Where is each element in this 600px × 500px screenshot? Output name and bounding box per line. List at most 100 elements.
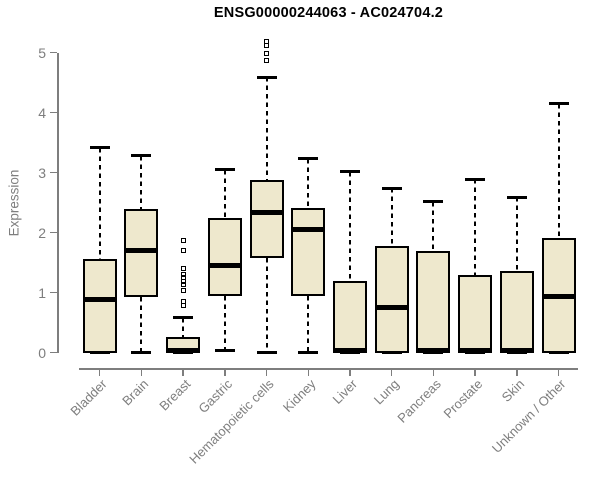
median-lung bbox=[374, 305, 409, 311]
x-axis-tick bbox=[474, 369, 476, 376]
x-tick-label-text: Skin bbox=[498, 376, 527, 405]
x-axis-tick bbox=[98, 369, 101, 376]
whisker-cap-upper-gastric bbox=[214, 168, 235, 172]
y-axis-line bbox=[57, 52, 59, 353]
y-axis-tick bbox=[50, 231, 57, 234]
y-axis-tick bbox=[50, 51, 57, 54]
outlier-marker-breast bbox=[180, 265, 186, 271]
x-axis-tick bbox=[224, 369, 226, 376]
whisker-lower-brain bbox=[140, 296, 143, 353]
outlier-marker-breast bbox=[180, 272, 186, 278]
x-axis-tick bbox=[265, 369, 268, 376]
outlier-marker-breast bbox=[180, 248, 186, 254]
median-liver bbox=[333, 348, 368, 354]
box-hematopoietic-cells bbox=[249, 179, 284, 258]
whisker-cap-lower-bladder bbox=[89, 351, 110, 355]
whisker-cap-upper-kidney bbox=[298, 157, 319, 161]
outlier-marker-breast bbox=[180, 275, 186, 281]
x-axis-tick bbox=[557, 369, 560, 376]
whisker-cap-upper-bladder bbox=[89, 146, 110, 149]
x-axis-tick bbox=[307, 369, 310, 376]
median-skin bbox=[499, 348, 534, 354]
x-tick-label-text: Prostate bbox=[440, 376, 486, 422]
whisker-upper-prostate bbox=[474, 179, 477, 276]
median-unknown-other bbox=[541, 294, 576, 300]
x-tick-label-text: Pancreas bbox=[393, 376, 444, 426]
whisker-cap-upper-liver bbox=[340, 170, 361, 173]
x-tick-label-text: Gastric bbox=[195, 376, 235, 417]
y-axis-tick bbox=[50, 171, 57, 174]
outlier-marker-breast bbox=[180, 238, 186, 243]
x-axis-tick bbox=[390, 369, 393, 376]
whisker-cap-lower-brain bbox=[131, 351, 152, 355]
outlier-marker-breast bbox=[180, 299, 186, 305]
whisker-cap-upper-pancreas bbox=[423, 200, 444, 203]
median-hematopoietic-cells bbox=[249, 210, 284, 216]
whisker-cap-upper-hematopoietic-cells bbox=[256, 75, 277, 79]
box-bladder bbox=[82, 258, 117, 353]
x-tick-label-text: Kidney bbox=[279, 376, 319, 416]
box-gastric bbox=[207, 218, 242, 297]
x-tick-label-text: Breast bbox=[155, 376, 194, 414]
x-axis-tick bbox=[349, 369, 351, 376]
whisker-cap-upper-prostate bbox=[465, 177, 486, 181]
y-axis-tick bbox=[50, 111, 57, 114]
median-gastric bbox=[207, 262, 242, 268]
whisker-upper-gastric bbox=[223, 169, 226, 219]
x-axis-tick bbox=[182, 369, 184, 376]
x-axis-tick bbox=[432, 369, 435, 376]
chart-title: ENSG00000244063 - AC024704.2 bbox=[213, 5, 444, 21]
whisker-upper-unknown-other bbox=[557, 103, 560, 239]
outlier-marker-hematopoietic-cells bbox=[264, 58, 270, 63]
box-brain bbox=[124, 209, 159, 297]
whisker-lower-hematopoietic-cells bbox=[265, 257, 268, 353]
box-prostate bbox=[458, 275, 493, 353]
whisker-upper-liver bbox=[349, 171, 352, 281]
whisker-lower-kidney bbox=[307, 295, 310, 353]
box-pancreas bbox=[416, 250, 451, 353]
y-tick-label: 4 bbox=[38, 104, 46, 121]
median-bladder bbox=[82, 297, 117, 303]
median-prostate bbox=[458, 348, 493, 354]
x-tick-label-text: Bladder bbox=[67, 376, 110, 419]
x-axis-line bbox=[79, 368, 578, 370]
median-pancreas bbox=[416, 348, 451, 354]
x-tick-label-text: Unknown / Other bbox=[488, 376, 569, 456]
y-tick-label: 1 bbox=[38, 284, 46, 301]
x-axis-tick bbox=[140, 369, 143, 376]
y-axis-tick bbox=[50, 291, 57, 294]
box-lung bbox=[374, 245, 409, 353]
box-liver bbox=[333, 280, 368, 353]
whisker-cap-upper-brain bbox=[131, 154, 152, 158]
x-tick-label-text: Liver bbox=[329, 376, 360, 407]
whisker-upper-hematopoietic-cells bbox=[265, 77, 268, 180]
whisker-upper-lung bbox=[390, 188, 393, 246]
x-tick-label-text: Lung bbox=[370, 376, 402, 408]
whisker-cap-upper-skin bbox=[506, 195, 527, 199]
whisker-upper-pancreas bbox=[432, 201, 435, 251]
whisker-cap-upper-lung bbox=[381, 186, 402, 190]
whisker-cap-lower-kidney bbox=[298, 351, 319, 355]
x-tick-label-text: Brain bbox=[119, 376, 152, 409]
whisker-upper-breast bbox=[182, 317, 185, 338]
y-tick-label: 3 bbox=[38, 164, 46, 181]
whisker-upper-kidney bbox=[307, 158, 310, 209]
median-breast bbox=[166, 348, 201, 354]
whisker-upper-skin bbox=[515, 197, 518, 271]
whisker-upper-bladder bbox=[98, 147, 101, 259]
whisker-cap-lower-hematopoietic-cells bbox=[256, 351, 277, 355]
median-kidney bbox=[291, 227, 326, 233]
whisker-cap-upper-breast bbox=[173, 316, 194, 320]
median-brain bbox=[124, 247, 159, 253]
whisker-cap-lower-unknown-other bbox=[548, 351, 569, 355]
x-axis-tick bbox=[516, 369, 518, 376]
y-tick-label: 5 bbox=[38, 44, 46, 61]
outlier-marker-hematopoietic-cells bbox=[264, 50, 270, 56]
outlier-marker-hematopoietic-cells bbox=[264, 39, 270, 45]
box-kidney bbox=[291, 208, 326, 296]
box-skin bbox=[499, 270, 534, 353]
outlier-marker-breast bbox=[180, 288, 186, 294]
whisker-cap-lower-lung bbox=[381, 351, 402, 355]
whisker-cap-lower-gastric bbox=[214, 349, 235, 353]
